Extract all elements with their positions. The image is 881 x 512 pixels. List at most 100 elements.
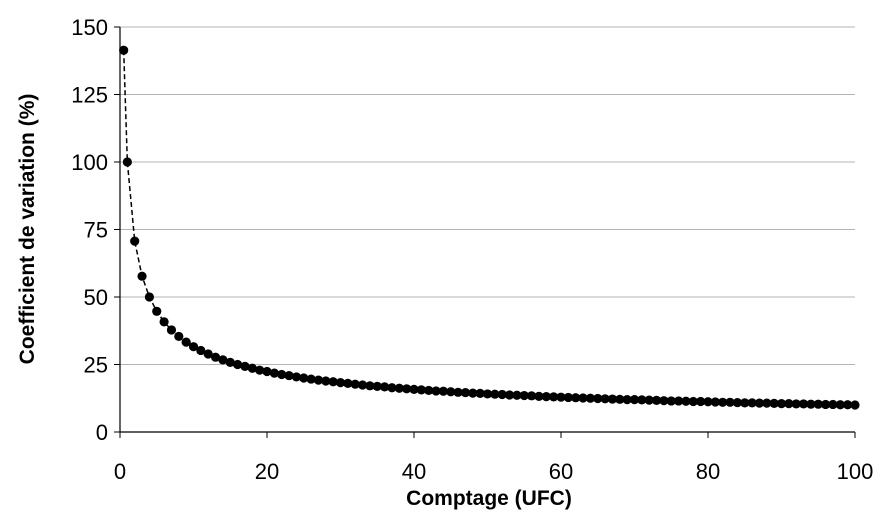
data-point <box>710 397 720 407</box>
data-point <box>659 396 669 406</box>
data-point <box>350 379 360 389</box>
data-point <box>402 384 412 394</box>
data-point <box>174 331 184 342</box>
data-point <box>453 387 463 397</box>
data-point <box>629 395 640 405</box>
data-point <box>813 399 823 409</box>
gridlines <box>120 26 855 365</box>
data-point <box>497 389 507 400</box>
y-tick-label: 100 <box>71 150 108 175</box>
tick-labels: 0 25 50 75 100 125 150 0 20 40 60 80 100 <box>71 15 873 484</box>
data-point <box>527 391 537 401</box>
series-layer <box>119 45 860 410</box>
data-point <box>615 394 625 404</box>
y-tick-label: 0 <box>96 420 108 445</box>
data-point <box>196 345 206 356</box>
x-tick-label: 40 <box>402 459 426 484</box>
x-tick-label: 100 <box>837 459 874 484</box>
data-point <box>747 398 757 408</box>
x-tick-label: 60 <box>549 459 573 484</box>
data-point <box>835 400 845 410</box>
data-point <box>387 383 397 393</box>
data-point <box>490 389 500 399</box>
data-point <box>850 400 860 410</box>
data-point <box>255 365 265 375</box>
data-point <box>696 396 706 407</box>
data-point <box>284 370 294 381</box>
data-point <box>335 377 346 388</box>
data-point <box>828 399 838 410</box>
data-point <box>798 399 809 409</box>
data-point <box>152 306 162 316</box>
data-point <box>394 383 404 393</box>
data-point <box>328 377 338 387</box>
data-point <box>791 399 801 409</box>
data-point <box>563 392 573 403</box>
data-point <box>438 386 448 396</box>
data-point <box>233 359 243 370</box>
data-point <box>843 400 853 410</box>
data-point <box>600 394 610 404</box>
data-point <box>784 399 794 409</box>
data-point <box>534 391 544 401</box>
data-point <box>416 385 426 395</box>
x-tick-label: 0 <box>114 459 126 484</box>
data-point <box>703 397 713 407</box>
data-point <box>122 157 132 167</box>
data-point <box>556 392 566 402</box>
data-point <box>666 396 676 406</box>
data-point <box>460 387 471 398</box>
data-point <box>468 388 478 398</box>
data-point <box>651 395 662 406</box>
data-point <box>593 393 603 404</box>
data-point <box>130 236 140 246</box>
data-point <box>754 398 765 408</box>
data-point <box>313 375 324 385</box>
data-point <box>181 337 191 347</box>
data-point <box>188 342 199 352</box>
data-point <box>372 381 382 391</box>
data-point <box>541 392 551 402</box>
data-point <box>475 388 485 398</box>
data-point <box>225 357 235 367</box>
data-point <box>644 395 654 405</box>
data-point <box>549 392 559 402</box>
data-point <box>262 366 272 377</box>
data-point <box>446 387 456 397</box>
data-point <box>159 317 169 327</box>
data-point <box>247 363 257 373</box>
data-point <box>688 396 698 407</box>
data-point <box>409 384 419 394</box>
data-point <box>277 369 287 380</box>
data-point <box>431 386 441 396</box>
data-point <box>512 390 522 400</box>
data-point <box>762 398 772 408</box>
x-axis-title: Comptage (UFC) <box>406 487 572 510</box>
data-point <box>299 373 309 383</box>
y-tick-label: 25 <box>84 353 108 378</box>
series-line <box>122 50 856 406</box>
data-point <box>365 381 375 391</box>
data-point <box>637 395 647 405</box>
data-point <box>203 349 213 359</box>
data-point <box>519 390 529 401</box>
y-tick-label: 125 <box>71 83 108 108</box>
data-point <box>622 395 632 405</box>
data-point <box>504 390 515 400</box>
data-point <box>740 398 750 408</box>
data-point <box>306 374 316 384</box>
data-point <box>240 361 250 371</box>
data-point <box>144 292 154 302</box>
y-tick-label: 75 <box>84 218 108 243</box>
y-tick-label: 50 <box>84 285 108 310</box>
data-point <box>578 393 588 403</box>
data-point <box>343 378 353 388</box>
data-point <box>357 380 368 390</box>
data-point <box>424 385 434 396</box>
data-point <box>732 397 743 408</box>
data-point <box>291 372 301 382</box>
data-point <box>380 382 390 392</box>
data-point <box>607 394 618 404</box>
data-point <box>769 398 779 408</box>
